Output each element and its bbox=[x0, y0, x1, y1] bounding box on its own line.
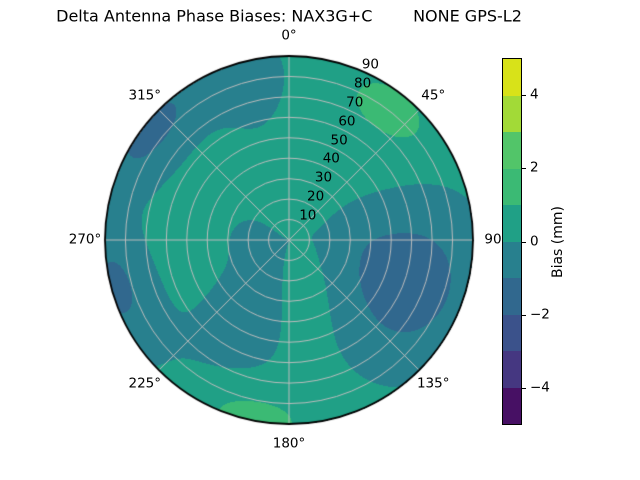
colorbar-tick-mark bbox=[522, 94, 526, 96]
theta-tick-label: 180° bbox=[272, 435, 306, 452]
radial-tick-label: 20 bbox=[307, 188, 325, 205]
colorbar-tick-label: −2 bbox=[530, 306, 550, 323]
theta-tick-label: 225° bbox=[128, 375, 162, 392]
radial-tick-label: 70 bbox=[346, 94, 364, 111]
colorbar-segment bbox=[503, 205, 521, 242]
colorbar-segment bbox=[503, 132, 521, 169]
radial-tick-label: 90 bbox=[361, 56, 379, 73]
radial-tick-label: 80 bbox=[353, 75, 372, 92]
colorbar-segment bbox=[503, 241, 521, 278]
colorbar-segment bbox=[503, 59, 521, 96]
plot-title: Delta Antenna Phase Biases: NAX3G+C NONE… bbox=[56, 6, 522, 26]
radial-tick-label: 30 bbox=[314, 169, 333, 186]
colorbar-axis-label: Bias (mm) bbox=[550, 205, 566, 278]
theta-tick-label: 90 bbox=[484, 231, 502, 248]
colorbar-tick-mark bbox=[522, 241, 526, 243]
colorbar-segment bbox=[503, 278, 521, 315]
colorbar-tick-label: 0 bbox=[530, 232, 539, 249]
radial-tick-label: 50 bbox=[330, 131, 348, 148]
colorbar-tick-mark bbox=[522, 314, 526, 316]
theta-tick-label: 135° bbox=[416, 375, 450, 392]
radial-tick-label: 40 bbox=[322, 150, 340, 167]
colorbar-segment bbox=[503, 314, 521, 351]
colorbar-tick-mark bbox=[522, 388, 526, 390]
theta-tick-label: 45° bbox=[421, 87, 446, 103]
colorbar-segment bbox=[503, 351, 521, 388]
colorbar-tick-label: −4 bbox=[530, 379, 550, 396]
colorbar-tick-mark bbox=[522, 168, 526, 170]
theta-tick-label: 0° bbox=[281, 27, 297, 44]
colorbar-segment bbox=[503, 387, 521, 424]
radial-tick-label: 60 bbox=[338, 112, 356, 129]
theta-tick-label: 315° bbox=[128, 87, 162, 103]
colorbar-segment bbox=[503, 168, 521, 205]
theta-tick-label: 270° bbox=[68, 231, 102, 248]
colorbar-tick-label: 4 bbox=[530, 85, 539, 102]
colorbar-tick-label: 2 bbox=[530, 159, 539, 176]
radial-tick-label: 10 bbox=[299, 207, 317, 224]
colorbar bbox=[502, 58, 522, 425]
colorbar-segment bbox=[503, 95, 521, 132]
